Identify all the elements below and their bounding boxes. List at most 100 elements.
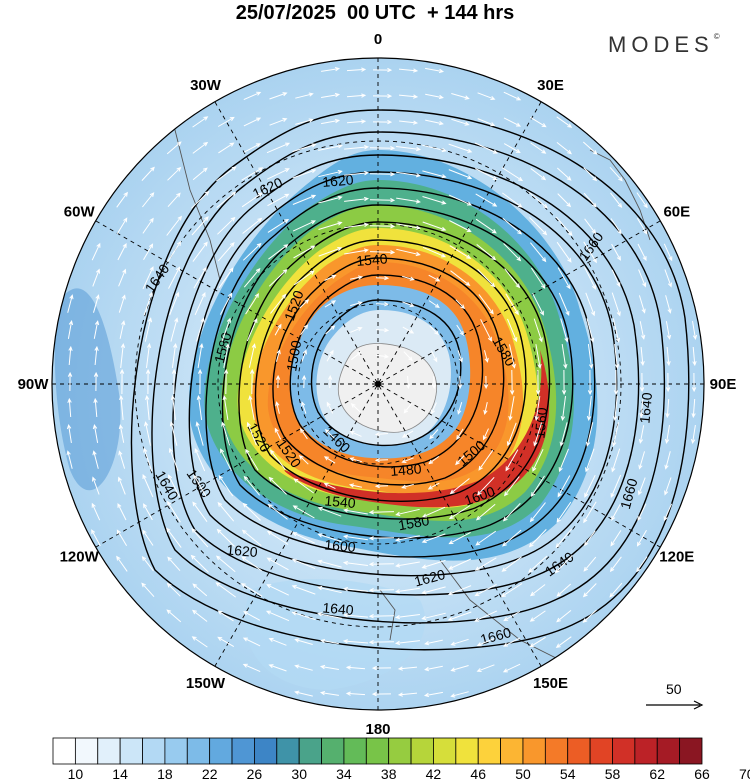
wind-arrow: [505, 449, 519, 472]
wind-arrow: [534, 396, 541, 422]
wind-arrow: [584, 530, 596, 547]
wind-arrow: [502, 529, 522, 547]
contour-label: 1640: [636, 391, 655, 424]
wind-arrow: [612, 318, 621, 343]
wind-arrow: [217, 501, 235, 522]
contour-1480: [289, 274, 484, 468]
wind-arrow: [636, 529, 647, 547]
wind-arrow: [368, 587, 395, 593]
wind-arrow: [422, 144, 447, 153]
wind-arrow: [196, 394, 203, 420]
wind-arrow: [301, 349, 307, 362]
wind-arrow: [610, 474, 622, 499]
wind-arrow: [421, 612, 446, 621]
wind-arrow: [171, 342, 178, 368]
wind-arrow: [141, 166, 155, 181]
wind-arrow: [532, 448, 544, 472]
wind-arrow: [215, 555, 236, 573]
wind-arrow: [482, 428, 489, 441]
wind-arrow: [168, 474, 180, 497]
wind-arrow: [291, 585, 316, 595]
wind-arrow: [342, 586, 368, 592]
wind-arrow: [218, 142, 235, 154]
wind-arrow: [403, 351, 413, 362]
wind-arrow: [476, 638, 495, 647]
wind-arrow: [243, 91, 262, 101]
wind-arrow: [587, 369, 593, 396]
wind-arrow: [372, 67, 393, 73]
wind-arrow: [191, 609, 208, 622]
wind-arrow: [584, 218, 597, 235]
wind-arrow: [349, 430, 362, 437]
colorbar-swatch: [343, 737, 367, 765]
wind-arrow: [372, 119, 393, 125]
wind-arrow: [610, 192, 623, 209]
colorbar-swatch: [365, 737, 390, 765]
wind-arrow: [215, 582, 236, 598]
wind-arrow: [636, 556, 648, 573]
wind-arrow: [217, 636, 235, 648]
wind-arrow: [561, 369, 567, 396]
wind-arrow: [240, 583, 263, 597]
wind-arrow: [295, 92, 314, 99]
wind-arrow: [638, 425, 645, 444]
contour-label: 1600: [324, 536, 357, 555]
wind-arrow: [448, 505, 471, 520]
wind-arrow: [116, 191, 128, 208]
colorbar-swatch: [164, 737, 188, 765]
wind-arrow: [396, 146, 422, 152]
wind-arrow: [246, 317, 258, 342]
wind-arrow: [350, 403, 361, 413]
wind-arrow: [116, 555, 128, 572]
wind-arrow: [144, 394, 150, 420]
wind-arrow: [371, 665, 392, 671]
colorbar-swatch: [231, 737, 255, 765]
wind-arrow: [450, 665, 469, 672]
wind-arrow: [422, 196, 447, 205]
wind-arrow: [67, 294, 74, 313]
wind-arrow: [67, 319, 74, 339]
wind-arrow: [191, 190, 210, 209]
wind-arrow: [395, 535, 420, 542]
contour-label: 1660: [617, 476, 641, 510]
wind-arrow: [323, 482, 336, 490]
colorbar: 10 14 18 22 26 30 34 38 42 46 50 54 58 62 66 70: [52, 737, 750, 782]
wind-arrow: [586, 318, 595, 343]
colorbar-swatch: [52, 737, 76, 765]
wind-arrow: [428, 274, 441, 282]
wind-arrow: [243, 117, 262, 127]
wind-arrow: [639, 398, 644, 419]
wind-arrow: [197, 368, 203, 395]
wind-arrow: [369, 197, 396, 203]
wind-arrow: [475, 218, 497, 234]
wind-arrow: [585, 292, 596, 317]
wind-arrow: [223, 343, 230, 368]
contour-1620: [172, 154, 640, 596]
wind-arrow: [216, 528, 235, 547]
wind-arrow: [318, 144, 343, 151]
wind-arrow: [197, 342, 204, 368]
wind-arrow: [292, 220, 316, 232]
wind-arrow: [530, 267, 546, 289]
wind-arrow: [368, 639, 395, 645]
wind-arrow: [555, 528, 573, 549]
wind-arrow: [346, 67, 367, 72]
wind-arrow: [342, 639, 369, 644]
wind-arrow: [395, 508, 420, 517]
wind-arrow: [666, 346, 671, 367]
contour-label: 1640: [322, 599, 355, 618]
wind-arrow: [475, 168, 498, 181]
wind-arrow: [556, 167, 572, 181]
wind-arrow: [475, 503, 496, 521]
colorbar-tick-label: 58: [605, 766, 621, 782]
longitude-label: 120W: [60, 549, 100, 566]
wind-arrow: [611, 292, 621, 317]
wind-arrow: [530, 242, 547, 263]
wind-arrow: [66, 423, 72, 443]
wind-arrow: [374, 457, 389, 463]
colorbar-swatch: [612, 737, 636, 765]
wind-arrow: [292, 532, 316, 544]
wind-arrow: [374, 483, 389, 489]
wind-arrow: [349, 457, 362, 463]
wind-arrow: [557, 267, 571, 290]
